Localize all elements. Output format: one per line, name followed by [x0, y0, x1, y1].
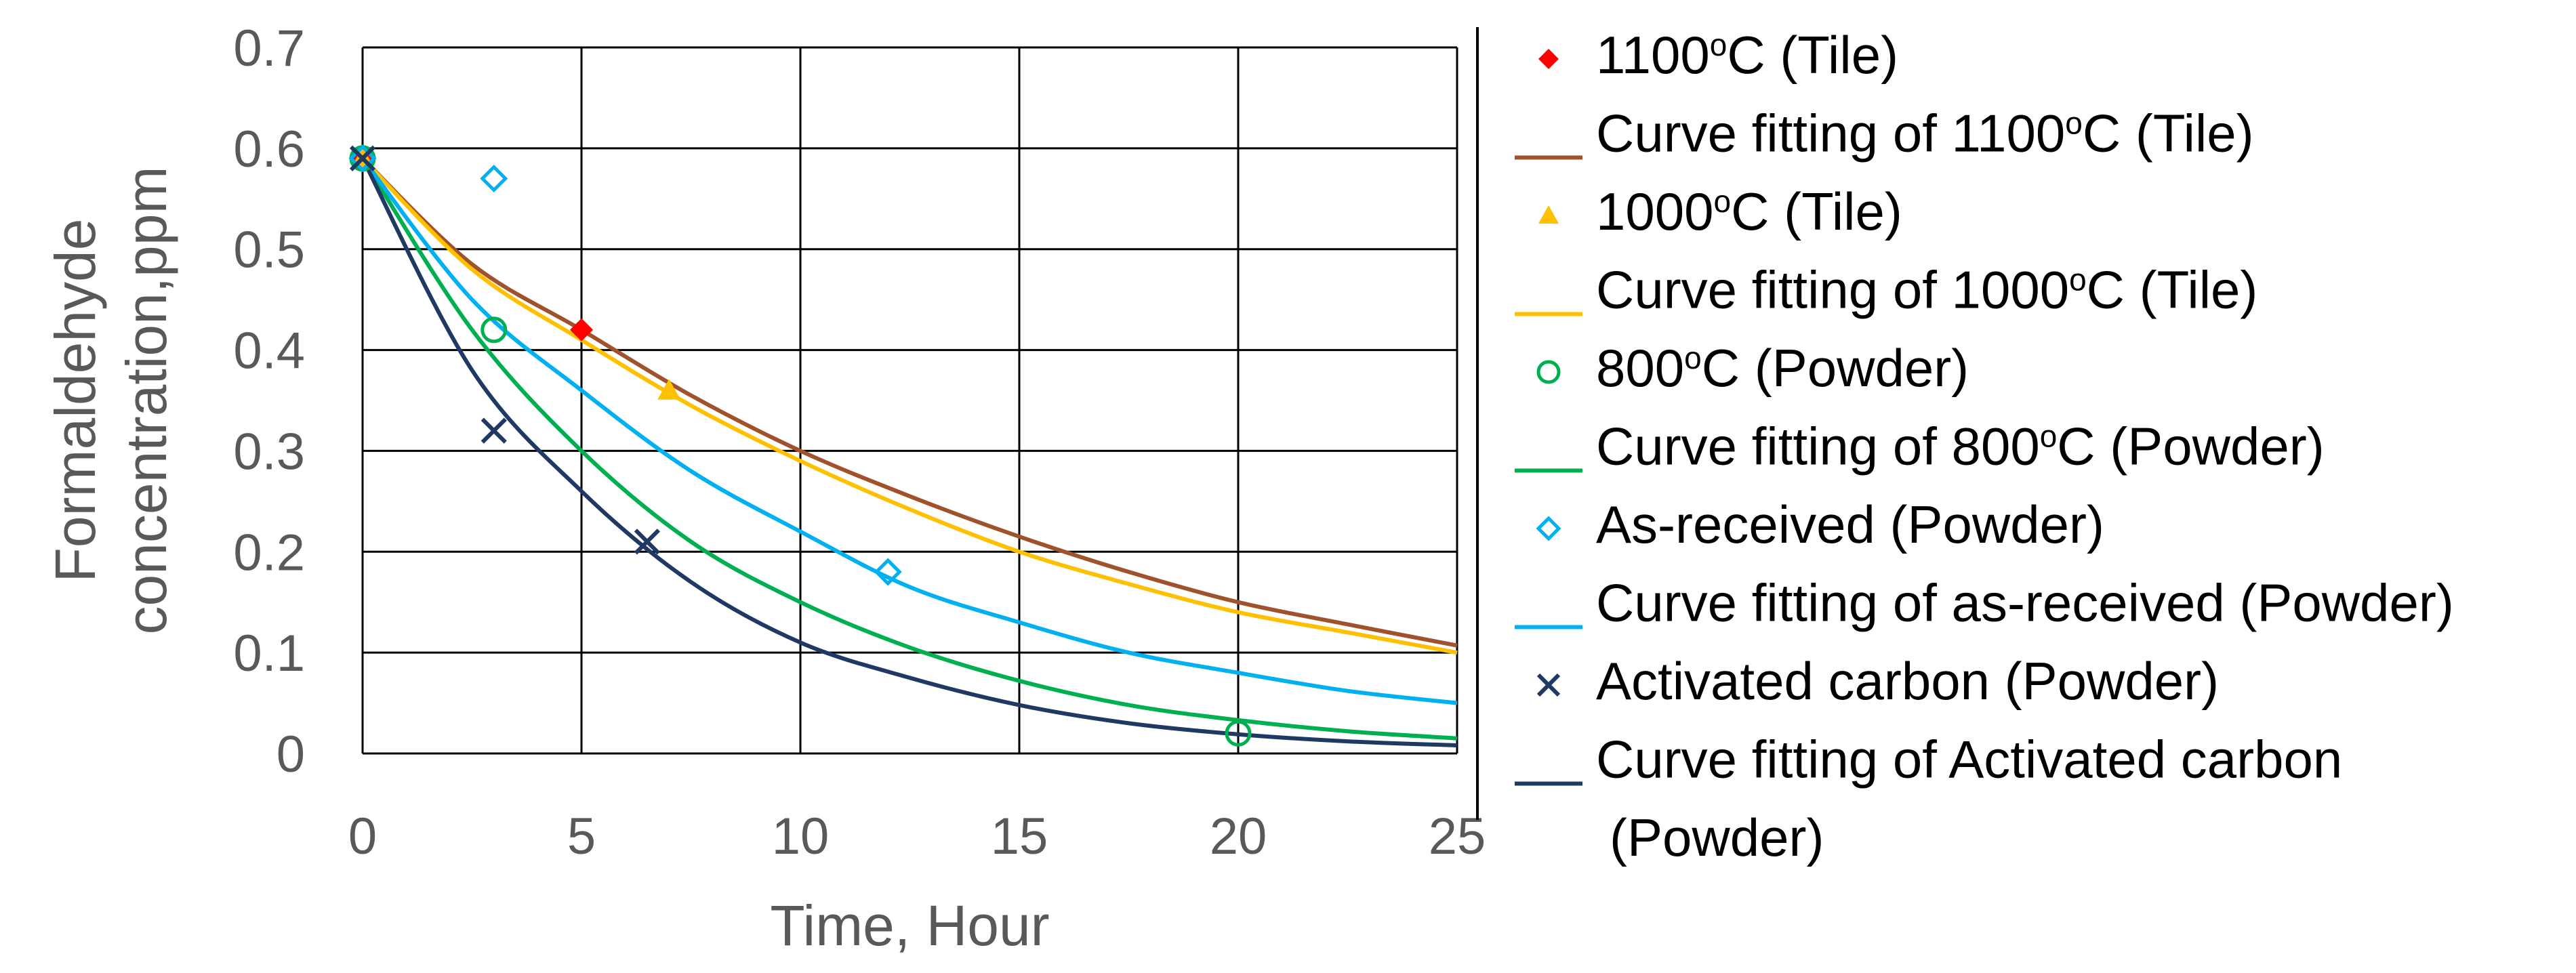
y-axis-title-line1: Formaldehyde	[43, 219, 107, 583]
legend-degree-sup: o	[2069, 262, 2087, 297]
legend-text-main: As-received (Powder)	[1596, 495, 2104, 554]
y-tick-label: 0.6	[233, 121, 305, 178]
legend-text-main: Curve fitting of 1000	[1596, 260, 2069, 320]
y-tick-label: 0.5	[233, 222, 305, 279]
fitted-curves	[361, 157, 1458, 748]
y-axis-title-line2: concentration,ppm	[115, 166, 178, 634]
legend-text-main: 800	[1596, 338, 1684, 398]
legend-text-main: Curve fitting of 1100	[1596, 104, 2065, 163]
legend-text-main: 1000	[1596, 182, 1714, 241]
axis-ticks: 00.10.20.30.40.50.60.70 5 10 15 20 25	[233, 20, 1486, 865]
curve-series-3	[361, 157, 1458, 655]
legend-degree-sup: o	[2040, 419, 2058, 454]
legend-text-main: Curve fitting of as-received (Powder)	[1596, 573, 2454, 633]
curve-series-5	[361, 157, 1458, 741]
y-tick-label: 0.1	[233, 625, 305, 682]
point-series-6-2	[874, 558, 902, 586]
legend-symbol-0	[1538, 49, 1559, 69]
legend-symbol-6	[1536, 516, 1561, 541]
legend-label-0: 1100oC (Tile)	[1596, 25, 1898, 85]
legend-degree-sup: o	[2065, 106, 2083, 141]
x-tick-label: 10	[772, 808, 830, 865]
x-tick-label: 20	[1210, 808, 1267, 865]
legend-text-suffix: C (Powder)	[1702, 338, 1969, 398]
y-tick-label: 0.3	[233, 423, 305, 480]
legend-text-main: Curve fitting of 800	[1596, 417, 2040, 476]
legend-text-suffix: C (Powder)	[2057, 417, 2324, 476]
y-tick-label: 0.7	[233, 20, 305, 77]
legend-label-1: Curve fitting of 1100oC (Tile)	[1596, 104, 2254, 163]
legend-label-5: Curve fitting of 800oC (Powder)	[1596, 417, 2325, 476]
legend-text-suffix: C (Tile)	[2083, 104, 2254, 163]
legend-label-2: 1000oC (Tile)	[1596, 182, 1902, 241]
legend-symbol-8	[1536, 673, 1561, 697]
point-series-8-1	[481, 417, 507, 444]
legend-text-main: Curve fitting of Activated carbon	[1596, 730, 2342, 789]
legend-text-suffix: C (Tile)	[2087, 260, 2258, 320]
legend-label-4: 800oC (Powder)	[1596, 338, 1969, 398]
point-series-0-1	[570, 318, 593, 341]
legend-text-suffix: C (Tile)	[1731, 182, 1902, 241]
x-tick-label: 15	[991, 808, 1048, 865]
x-axis-title: Time, Hour	[770, 894, 1049, 957]
curve-series-1	[361, 157, 1458, 648]
y-tick-label: 0	[277, 726, 305, 783]
y-axis-title: Formaldehyde concentration,ppm	[43, 166, 178, 634]
legend-label-3: Curve fitting of 1000oC (Tile)	[1596, 260, 2257, 320]
legend-degree-sup: o	[1710, 27, 1727, 62]
point-series-6-0	[348, 144, 377, 173]
point-series-2-1	[657, 379, 681, 400]
x-tick-label: 5	[567, 808, 596, 865]
y-tick-label: 0.2	[233, 524, 305, 581]
legend-text-main: 1100	[1596, 25, 1710, 85]
point-series-4-1	[481, 316, 508, 344]
legend-label-7: Curve fitting of as-received (Powder)	[1596, 573, 2454, 633]
legend: 1100oC (Tile)Curve fitting of 1100oC (Ti…	[1515, 25, 2454, 867]
legend-degree-sup: o	[1684, 340, 1702, 375]
curve-series-9	[361, 157, 1458, 748]
curve-series-7	[361, 157, 1458, 705]
legend-text-suffix: C (Tile)	[1727, 25, 1898, 85]
x-tick-label: 0	[348, 808, 377, 865]
y-tick-label: 0.4	[233, 323, 305, 380]
legend-label-6: As-received (Powder)	[1596, 495, 2104, 554]
point-series-6-1	[480, 164, 508, 193]
point-series-8-2	[634, 529, 661, 555]
legend-degree-sup: o	[1714, 184, 1732, 219]
legend-symbol-4	[1536, 360, 1561, 384]
point-series-4-2	[1225, 720, 1252, 747]
data-markers	[348, 144, 1252, 747]
legend-label-9: Curve fitting of Activated carbon	[1596, 730, 2342, 789]
plot-grid	[361, 46, 1458, 755]
legend-label-9-line2: (Powder)	[1610, 808, 1824, 867]
point-series-8-0	[349, 145, 376, 171]
legend-symbol-2	[1538, 205, 1559, 224]
legend-text-main: Activated carbon (Powder)	[1596, 651, 2219, 711]
legend-label-8: Activated carbon (Powder)	[1596, 651, 2219, 711]
